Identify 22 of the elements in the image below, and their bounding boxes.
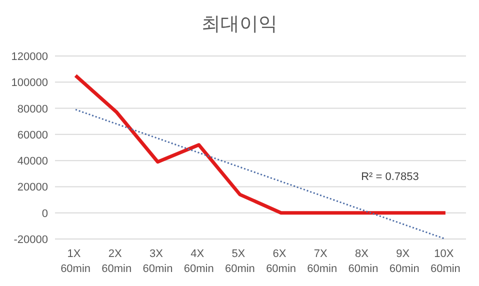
y-tick-label: 120000 — [11, 51, 48, 63]
y-tick-label: 20000 — [17, 182, 48, 194]
x-tick-label: 2X 60min — [102, 248, 132, 275]
y-tick-label: 80000 — [17, 103, 48, 116]
x-tick-label: 1X 60min — [60, 248, 91, 275]
x-tick-label: 10X 60min — [430, 248, 460, 275]
y-tick-label: -20000 — [14, 234, 48, 246]
x-tick-label: 9X 60min — [389, 248, 420, 275]
y-tick-label: 0 — [42, 208, 48, 220]
x-tick-label: 7X 60min — [307, 248, 338, 275]
x-tick-label: 5X 60min — [224, 248, 255, 275]
x-tick-label: 4X 60min — [184, 248, 214, 275]
annotation: R² = 0.7853 — [361, 171, 419, 183]
x-tick-label: 3X 60min — [142, 248, 173, 275]
line-series — [74, 74, 448, 215]
chart-title: 최대이익 — [202, 14, 278, 35]
x-tick-label: 8X 60min — [348, 248, 378, 275]
x-tick-label: 6X 60min — [266, 248, 296, 275]
y-tick-label: 60000 — [17, 129, 48, 142]
y-tick-label: 100000 — [11, 77, 48, 90]
y-tick-label: 40000 — [17, 156, 48, 168]
line-series — [74, 108, 446, 240]
